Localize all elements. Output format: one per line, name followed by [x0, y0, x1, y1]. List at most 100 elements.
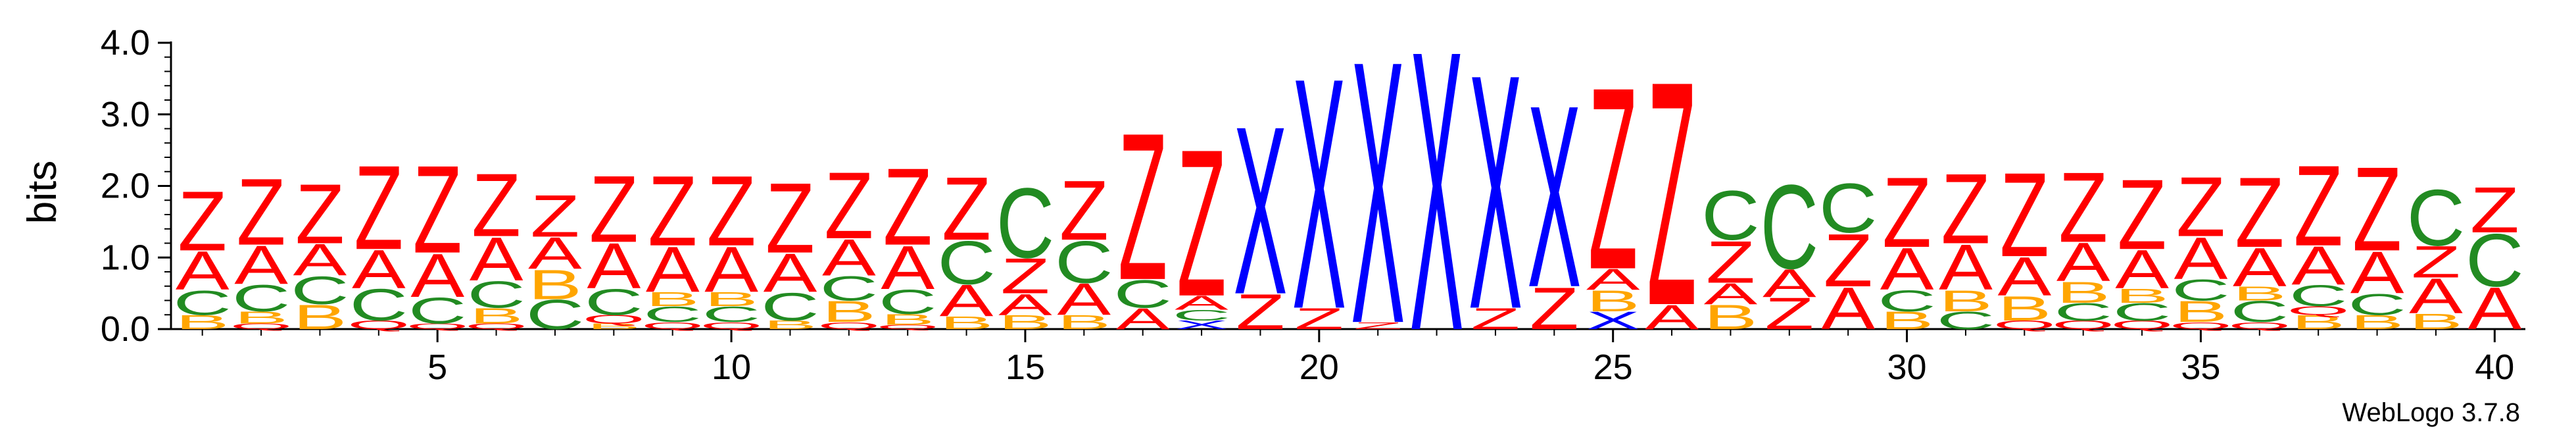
logo-letter-c: C [1878, 284, 1936, 317]
logo-letter-a: A [1645, 297, 1699, 337]
logo-letter-z: Z [766, 163, 815, 274]
logo-letter-b: B [1586, 284, 1640, 317]
logo-letter-q: Q [2287, 304, 2350, 317]
logo-letter-a: A [352, 239, 406, 300]
logo-letter-z: Z [1764, 289, 1814, 339]
logo-letter-a: A [234, 235, 288, 296]
logo-letter-z: Z [2470, 174, 2519, 247]
logo-letter-a: A [998, 288, 1052, 321]
logo-column-22: X [1410, 0, 1464, 414]
logo-letter-a: A [1704, 277, 1758, 311]
logo-column-28: ZAC [1761, 159, 1819, 339]
logo-column-40: ACZ [2466, 174, 2524, 342]
logo-letter-b: B [234, 308, 288, 327]
logo-letter-a: A [704, 233, 758, 306]
y-tick-label: 2.0 [101, 167, 150, 206]
y-ticks: 0.0 1.0 2.0 3.0 4.0 [101, 23, 171, 349]
logo-letter-c: C [1701, 177, 1760, 255]
logo-letter-z: Z [883, 145, 933, 269]
logo-letter-c: C [879, 282, 937, 322]
y-axis-label: bits [20, 161, 65, 224]
logo-letter-x: X [1351, 0, 1405, 402]
logo-letter-z: Z [1647, 15, 1697, 373]
logo-column-29: AZC [1819, 170, 1878, 342]
logo-letter-c: C [232, 277, 291, 319]
logo-letter-b: B [940, 313, 994, 332]
x-tick-label: 20 [1300, 348, 1339, 387]
logo-letter-q: Q [2228, 320, 2291, 331]
logo-letter-z: Z [2294, 141, 2343, 270]
logo-letter-a: A [2409, 269, 2463, 324]
logo-letter-z: Z [237, 159, 286, 265]
logo-letter-a: A [646, 233, 700, 306]
logo-letter-c: C [173, 283, 231, 323]
logo-letter-z: Z [1118, 90, 1167, 324]
y-tick-label: 0.0 [101, 309, 150, 349]
logo-letter-b: B [2056, 275, 2110, 309]
logo-letter-c: C [2466, 219, 2524, 303]
logo-letter-a: A [881, 234, 935, 303]
logo-letter-b: B [176, 311, 230, 333]
logo-letter-q: Q [877, 324, 939, 330]
logo-letter-x: X [1469, 5, 1522, 379]
logo-letter-c: C [1055, 228, 1113, 296]
logo-column-23: ZX [1469, 5, 1522, 379]
logo-letter-z: Z [824, 153, 873, 259]
logo-letter-c: C [2407, 173, 2466, 262]
logo-letter-x: X [1410, 0, 1464, 414]
logo-letter-a: A [2115, 239, 2169, 300]
logo-column-21: ZX [1351, 0, 1405, 402]
logo-letter-b: B [646, 288, 700, 311]
logo-letter-q: Q [465, 322, 527, 331]
logo-letter-a: A [176, 240, 230, 301]
logo-letter-b: B [528, 261, 582, 308]
logo-letter-z: Z [472, 154, 521, 255]
logo-letter-a: A [1762, 261, 1816, 305]
logo-letter-c: C [937, 228, 996, 297]
logo-letter-a: A [470, 225, 523, 294]
logo-letter-q: Q [406, 322, 469, 331]
x-tick-label: 15 [1006, 348, 1045, 387]
logo-letter-b: B [587, 322, 641, 331]
logo-letter-c: C [2172, 273, 2230, 307]
logo-column-19: ZX [1234, 76, 1288, 345]
logo-letter-a: A [1057, 274, 1111, 324]
logo-letter-b: B [1939, 284, 1993, 317]
logo-column-26: AZ [1645, 15, 1699, 373]
logo-letter-b: B [704, 288, 758, 311]
logo-letter-q: Q [2052, 319, 2114, 332]
logo-letter-z: Z [1471, 302, 1520, 336]
logo-stacks: BCAZQBCAZBCAZQCAZQCAZQBCAZCBAZBQCAZQCBAZ… [173, 0, 2523, 414]
logo-letter-b: B [1997, 289, 2051, 328]
logo-letter-c: C [2231, 295, 2289, 328]
y-axis: 0.0 1.0 2.0 3.0 4.0 bits [20, 23, 172, 349]
logo-letter-a: A [2233, 237, 2287, 298]
logo-letter-b: B [470, 304, 523, 328]
x-tick-label: 30 [1887, 348, 1927, 387]
logo-letter-z: Z [1001, 248, 1050, 304]
logo-letter-q: Q [583, 313, 645, 326]
logo-letter-z: Z [2058, 152, 2108, 263]
logo-letter-c: C [350, 280, 408, 330]
logo-letter-z: Z [1941, 153, 1991, 265]
logo-letter-a: A [1175, 292, 1228, 314]
logo-letter-q: Q [2110, 319, 2173, 332]
logo-letter-z: Z [413, 139, 462, 279]
logo-letter-a: A [2467, 274, 2521, 342]
logo-letter-x: X [1234, 76, 1288, 345]
